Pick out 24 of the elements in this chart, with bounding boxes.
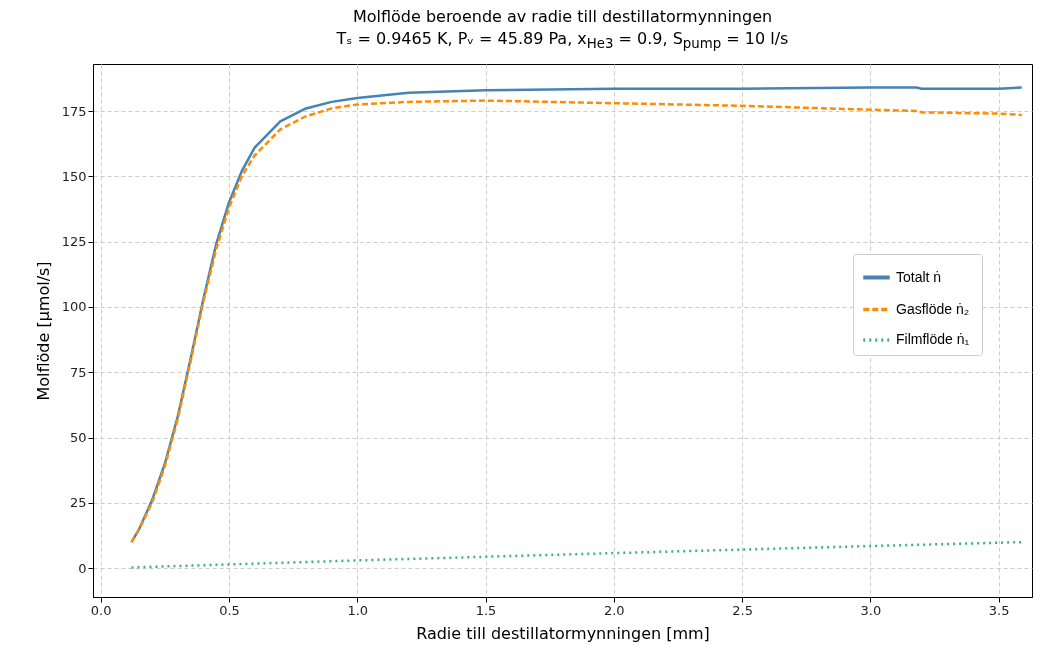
y-tick-label: 150 bbox=[61, 168, 87, 184]
y-tick-label: 25 bbox=[69, 495, 87, 511]
x-axis-title: Radie till destillatormynningen [mm] bbox=[416, 623, 710, 643]
legend-label: Totalt ṅ bbox=[896, 268, 942, 285]
x-tick-label: 2.0 bbox=[603, 602, 625, 618]
x-tick-label: 0.5 bbox=[219, 602, 240, 618]
x-tick-label: 1.5 bbox=[475, 602, 497, 618]
chart-subtitle: Tₛ = 0.9465 K, Pᵥ = 45.89 Pa, x$_{He3}$ = 0.9, S$_{pump}$ = 10 l/s bbox=[335, 28, 790, 54]
chart-title: Molflöde beroende av radie till destillatormynningen bbox=[351, 6, 774, 28]
x-tick-label: 2.5 bbox=[732, 602, 753, 618]
y-tick-label: 0 bbox=[78, 560, 87, 576]
y-tick-label: 75 bbox=[69, 364, 87, 380]
y-tick-label: 125 bbox=[61, 234, 87, 250]
x-tick-label: 3.5 bbox=[988, 602, 1010, 618]
y-tick-label: 50 bbox=[69, 430, 87, 446]
legend-label: Gasflöde ṅ₂ bbox=[896, 300, 970, 317]
y-tick-label: 175 bbox=[61, 103, 87, 119]
x-tick-label: 3.0 bbox=[860, 602, 882, 618]
legend-label: Filmflöde ṅ₁ bbox=[896, 331, 970, 347]
x-tick-label: 1.0 bbox=[347, 602, 369, 618]
line-series bbox=[130, 540, 1023, 569]
x-tick-label: 0.0 bbox=[90, 602, 112, 618]
y-axis-title: Molflöde [µmol/s] bbox=[33, 261, 53, 401]
y-tick-label: 100 bbox=[61, 299, 87, 315]
